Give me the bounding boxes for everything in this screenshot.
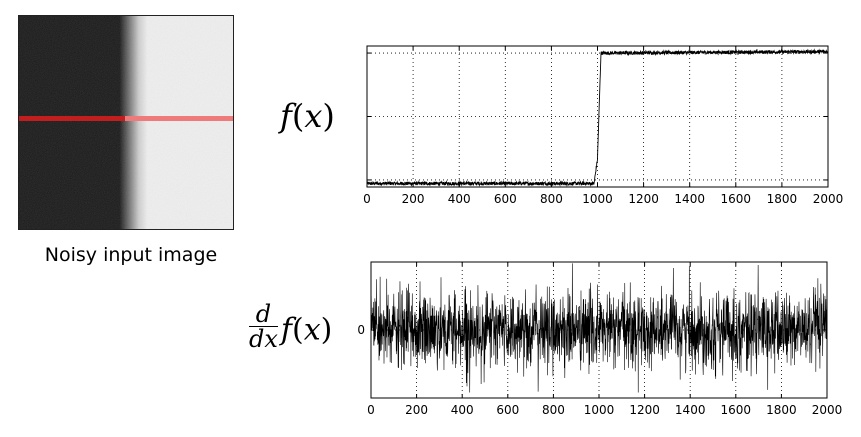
top-xtick-label-1000: 1000 [582,192,613,206]
bottom-xtick-label-1200: 1200 [629,403,660,417]
bottom-xtick-label-800: 800 [542,403,565,417]
dfx-close-paren: ) [320,312,333,348]
bottom-xtick-label-2000: 2000 [812,403,843,417]
dfx-func: f [280,312,293,348]
fx-func: f [280,97,292,135]
bottom-xtick-label-1000: 1000 [584,403,615,417]
bottom-xtick-label-600: 600 [496,403,519,417]
fraction-denominator: dx [249,325,278,353]
bottom-xtick-label-1800: 1800 [766,403,797,417]
bottom-xtick-label-0: 0 [367,403,375,417]
derivative-label: d dx f(x) [249,302,333,356]
fraction-numerator: d [249,302,278,327]
top-xtick-label-2000: 2000 [813,192,844,206]
bottom-xtick-label-200: 200 [405,403,428,417]
bottom-series-line [370,263,828,393]
top-xtick-label-600: 600 [494,192,517,206]
fx-var: x [304,97,323,135]
derivative-fraction: d dx [249,302,278,351]
fx-open-paren: ( [291,97,305,135]
top-xtick-label-1600: 1600 [721,192,752,206]
bottom-xtick-label-1400: 1400 [675,403,706,417]
top-xtick-label-800: 800 [540,192,563,206]
noisy-image-canvas [19,16,233,229]
top-xtick-label-0: 0 [363,192,371,206]
fx-label: f(x) [280,97,335,135]
top-xtick-label-400: 400 [448,192,471,206]
bottom-ytick-label-0: 0 [357,323,365,337]
dfx-open-paren: ( [292,312,304,348]
top-xtick-label-200: 200 [402,192,425,206]
top-xtick-label-1800: 1800 [767,192,798,206]
image-caption: Noisy input image [44,244,218,266]
top-plot-frame [366,45,829,188]
bottom-xtick-label-400: 400 [451,403,474,417]
top-xtick-label-1200: 1200 [628,192,659,206]
profile-line-dark [19,116,125,121]
dfx-var: x [303,312,321,348]
image-noise-texture [19,16,233,229]
top-series-line [366,48,829,187]
bottom-xtick-label-1600: 1600 [721,403,752,417]
top-xtick-label-1400: 1400 [674,192,705,206]
noisy-input-image [18,15,234,230]
fx-close-paren: ) [322,97,335,135]
profile-line-light [125,116,233,121]
